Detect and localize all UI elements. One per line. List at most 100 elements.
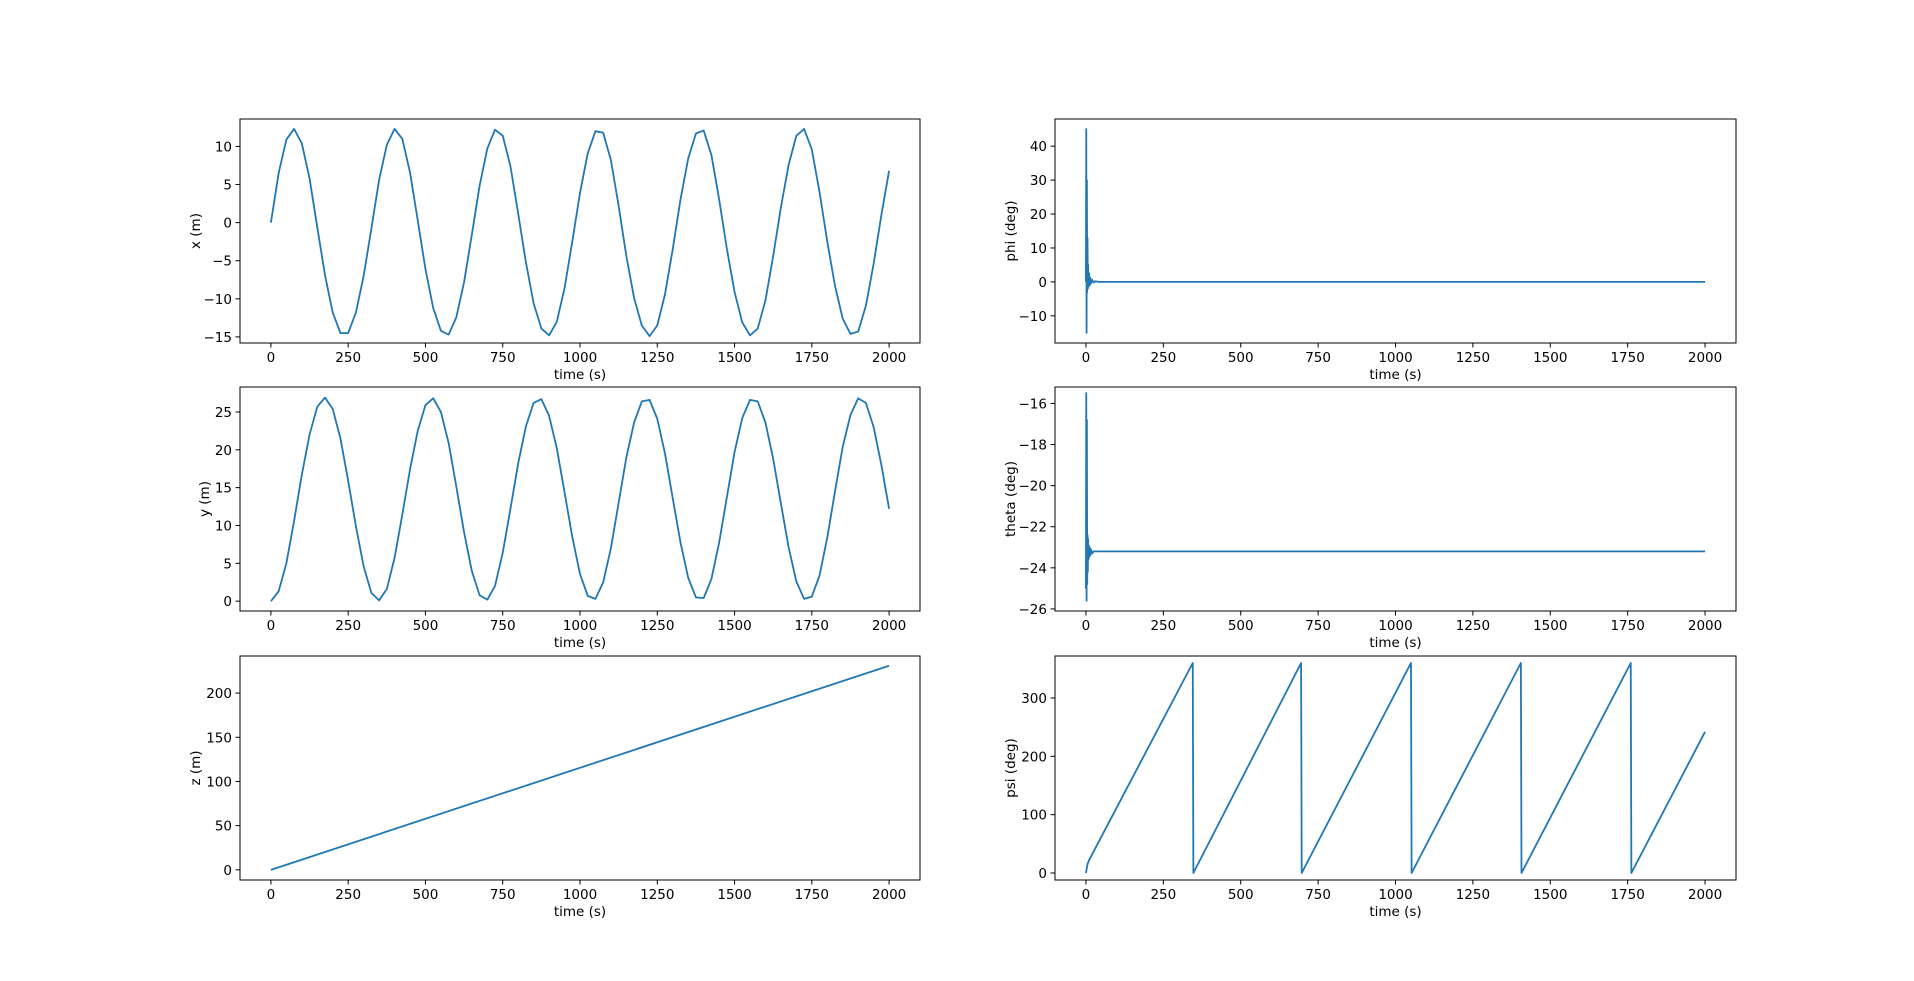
y-ytick-label: 15 [215, 481, 232, 497]
theta-ylabel: theta (deg) [1003, 461, 1019, 537]
z-ylabel: z (m) [188, 750, 204, 785]
y-ytick-label: 5 [223, 556, 232, 572]
theta-ytick-label: −24 [1019, 561, 1048, 577]
x-ylabel: x (m) [188, 213, 204, 249]
phi-xlabel: time (s) [1369, 367, 1421, 383]
psi-ytick-label: 100 [1021, 808, 1047, 824]
phi-ylabel: phi (deg) [1003, 200, 1019, 261]
x-ytick-label: 10 [215, 139, 232, 155]
x-ytick-label: −5 [212, 254, 232, 270]
phi-xtick-label: 2000 [1688, 350, 1722, 366]
psi-xtick-label: 500 [1228, 887, 1254, 903]
x-series-line [270, 127, 890, 338]
y-series-line [270, 396, 890, 602]
y-ylabel: y (m) [197, 481, 213, 517]
x-xtick-label: 0 [267, 350, 276, 366]
x-xtick-label: 1500 [717, 350, 751, 366]
theta-xtick-label: 250 [1150, 618, 1176, 634]
y-ytick-label: 20 [215, 443, 232, 459]
theta-ytick-label: −18 [1019, 438, 1048, 454]
psi-ytick-label: 0 [1038, 866, 1047, 882]
phi-series-line [1085, 128, 1706, 334]
psi-axes-frame [1054, 655, 1737, 881]
y-subplot: 0 250 500 750 1000 1250 1500 1750 2000 0 5 10 15 20 25… [197, 386, 921, 651]
phi-ytick-label: −10 [1019, 309, 1048, 325]
z-ytick-label: 0 [223, 863, 232, 879]
theta-ytick-label: −16 [1019, 396, 1048, 412]
theta-xtick-label: 500 [1228, 618, 1254, 634]
x-xtick-label: 500 [413, 350, 439, 366]
x-xtick-label: 1000 [563, 350, 597, 366]
z-xtick-label: 1250 [640, 887, 674, 903]
theta-series-line [1085, 392, 1706, 602]
theta-ytick-label: −26 [1019, 602, 1048, 618]
y-xtick-label: 1250 [640, 618, 674, 634]
x-xtick-label: 1250 [640, 350, 674, 366]
theta-ytick-label: −20 [1019, 479, 1048, 495]
phi-xtick-label: 1000 [1378, 350, 1412, 366]
y-xtick-label: 1500 [717, 618, 751, 634]
y-xtick-label: 2000 [872, 618, 906, 634]
phi-xtick-label: 1750 [1610, 350, 1644, 366]
z-xtick-label: 1000 [563, 887, 597, 903]
phi-xtick-label: 750 [1305, 350, 1331, 366]
x-ytick-label: −10 [204, 292, 233, 308]
z-xtick-label: 0 [267, 887, 276, 903]
z-xtick-label: 2000 [872, 887, 906, 903]
phi-ytick-label: 10 [1030, 241, 1047, 257]
z-series-line [270, 664, 890, 871]
y-xlabel: time (s) [554, 635, 606, 651]
psi-xtick-label: 1250 [1456, 887, 1490, 903]
psi-xlabel: time (s) [1369, 904, 1421, 920]
x-subplot: 0 250 500 750 1000 1250 1500 1750 2000 −15 −10 −5 0 5… [188, 118, 921, 383]
phi-ytick-label: 40 [1030, 139, 1047, 155]
theta-xtick-label: 750 [1305, 618, 1331, 634]
theta-xtick-label: 1250 [1456, 618, 1490, 634]
theta-xtick-label: 2000 [1688, 618, 1722, 634]
phi-xtick-label: 500 [1228, 350, 1254, 366]
psi-ytick-label: 200 [1021, 749, 1047, 765]
theta-axes-frame [1054, 386, 1737, 612]
psi-xtick-label: 750 [1305, 887, 1331, 903]
phi-xtick-label: 1500 [1533, 350, 1567, 366]
psi-subplot: 0 250 500 750 1000 1250 1500 1750 2000 0 100 200 300… [1003, 655, 1737, 920]
z-xtick-label: 1500 [717, 887, 751, 903]
z-ytick-label: 150 [206, 730, 232, 746]
x-xlabel: time (s) [554, 367, 606, 383]
x-axes-frame [239, 118, 921, 344]
y-xtick-label: 1000 [563, 618, 597, 634]
psi-xtick-label: 2000 [1688, 887, 1722, 903]
y-ytick-label: 10 [215, 518, 232, 534]
phi-ytick-label: 30 [1030, 173, 1047, 189]
phi-xtick-label: 1250 [1456, 350, 1490, 366]
theta-ytick-label: −22 [1019, 520, 1048, 536]
y-ytick-label: 25 [215, 405, 232, 421]
z-xtick-label: 750 [490, 887, 516, 903]
x-xtick-label: 250 [335, 350, 361, 366]
phi-ytick-label: 20 [1030, 207, 1047, 223]
z-xtick-label: 1750 [795, 887, 829, 903]
y-ytick-label: 0 [223, 594, 232, 610]
psi-xtick-label: 0 [1082, 887, 1091, 903]
x-xtick-label: 2000 [872, 350, 906, 366]
x-ytick-label: −15 [204, 330, 233, 346]
z-xtick-label: 500 [413, 887, 439, 903]
phi-axes-frame [1054, 118, 1737, 344]
z-ytick-label: 200 [206, 686, 232, 702]
theta-xlabel: time (s) [1369, 635, 1421, 651]
phi-xtick-label: 250 [1150, 350, 1176, 366]
phi-ytick-label: 0 [1038, 275, 1047, 291]
phi-subplot: 0 250 500 750 1000 1250 1500 1750 2000 −10 0 10 20 30… [1003, 118, 1737, 383]
theta-xtick-label: 1500 [1533, 618, 1567, 634]
x-xtick-label: 750 [490, 350, 516, 366]
psi-ylabel: psi (deg) [1003, 738, 1019, 798]
theta-xtick-label: 1000 [1378, 618, 1412, 634]
z-ytick-label: 50 [215, 819, 232, 835]
theta-xtick-label: 0 [1082, 618, 1091, 634]
x-ytick-label: 0 [223, 216, 232, 232]
y-xtick-label: 0 [267, 618, 276, 634]
z-ytick-label: 100 [206, 774, 232, 790]
psi-xtick-label: 250 [1150, 887, 1176, 903]
psi-xtick-label: 1500 [1533, 887, 1567, 903]
